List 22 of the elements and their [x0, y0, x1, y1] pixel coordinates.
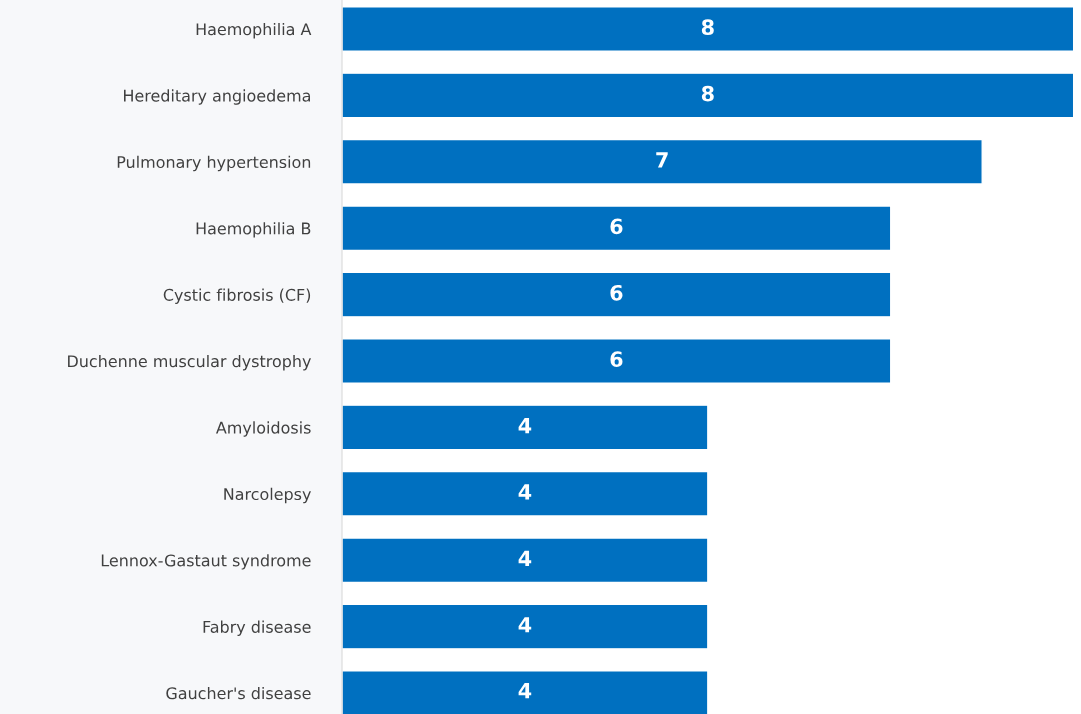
- y-tick-label: Duchenne muscular dystrophy: [68, 354, 311, 371]
- data-label: 4: [518, 417, 532, 434]
- data-label: 6: [610, 351, 623, 368]
- y-tick-label: Amyloidosis: [215, 421, 311, 437]
- y-tick-label: Hereditary angioedema: [124, 89, 310, 105]
- data-label: 7: [656, 152, 668, 168]
- y-tick-label: Narcolepsy: [224, 487, 311, 504]
- y-tick-label: Haemophilia B: [196, 222, 311, 238]
- y-tick-label: Pulmonary hypertension: [117, 155, 311, 172]
- data-label: 6: [610, 218, 623, 235]
- data-label: 4: [518, 617, 532, 633]
- y-tick-label: Fabry disease: [203, 620, 311, 636]
- y-tick-label: Gaucher's disease: [166, 686, 311, 700]
- data-label: 4: [518, 550, 532, 566]
- data-label: 8: [701, 85, 714, 102]
- data-label: 8: [701, 19, 714, 36]
- data-label: 4: [518, 484, 532, 500]
- y-tick-label: Lennox-Gastaut syndrome: [101, 554, 311, 570]
- data-label: 6: [610, 284, 623, 301]
- y-tick-label: Cystic fibrosis (CF): [163, 288, 311, 304]
- data-label: 4: [518, 682, 532, 699]
- y-tick-label: Haemophilia A: [196, 22, 312, 39]
